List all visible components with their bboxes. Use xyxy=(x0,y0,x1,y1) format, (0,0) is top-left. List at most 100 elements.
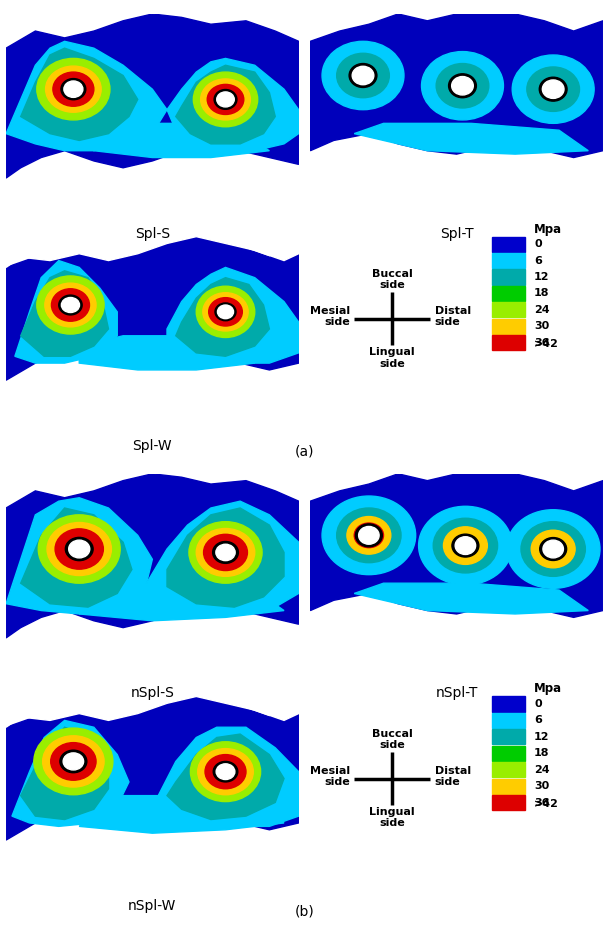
Ellipse shape xyxy=(347,517,391,554)
Bar xyxy=(491,795,526,810)
Text: Spl-T: Spl-T xyxy=(440,226,473,240)
Polygon shape xyxy=(21,48,138,141)
Ellipse shape xyxy=(37,59,110,120)
Ellipse shape xyxy=(217,92,234,107)
Text: 24: 24 xyxy=(534,764,550,775)
Text: Spl-S: Spl-S xyxy=(135,226,170,240)
Polygon shape xyxy=(6,14,298,178)
Ellipse shape xyxy=(452,534,479,557)
Ellipse shape xyxy=(216,763,235,779)
Ellipse shape xyxy=(337,508,401,562)
Text: >42: >42 xyxy=(534,799,559,809)
Ellipse shape xyxy=(359,526,379,545)
Polygon shape xyxy=(21,727,108,819)
Ellipse shape xyxy=(203,292,248,331)
Text: Mesial
side: Mesial side xyxy=(310,305,350,328)
Bar xyxy=(491,318,526,334)
Ellipse shape xyxy=(205,755,246,789)
Text: 30: 30 xyxy=(534,781,549,791)
Ellipse shape xyxy=(213,762,238,782)
Ellipse shape xyxy=(421,51,504,120)
Text: Mesial
side: Mesial side xyxy=(310,765,350,788)
Ellipse shape xyxy=(55,529,104,569)
Polygon shape xyxy=(167,508,284,607)
Bar xyxy=(491,335,526,350)
Polygon shape xyxy=(6,233,298,380)
Ellipse shape xyxy=(354,523,384,547)
Ellipse shape xyxy=(215,303,236,320)
Ellipse shape xyxy=(189,521,262,583)
Text: nSpl-W: nSpl-W xyxy=(128,898,177,912)
Ellipse shape xyxy=(47,522,111,575)
Ellipse shape xyxy=(352,66,374,85)
Polygon shape xyxy=(354,583,588,614)
Ellipse shape xyxy=(337,53,389,98)
Bar xyxy=(491,778,526,794)
Ellipse shape xyxy=(540,77,567,101)
Text: 6: 6 xyxy=(534,256,542,265)
Ellipse shape xyxy=(506,509,600,588)
Ellipse shape xyxy=(62,298,80,313)
Polygon shape xyxy=(354,124,588,155)
Polygon shape xyxy=(6,652,298,727)
Ellipse shape xyxy=(527,67,580,112)
Polygon shape xyxy=(79,336,255,370)
Ellipse shape xyxy=(61,78,86,100)
Polygon shape xyxy=(176,277,269,357)
Polygon shape xyxy=(15,261,118,363)
Ellipse shape xyxy=(63,753,83,770)
Text: (a): (a) xyxy=(295,444,314,458)
Polygon shape xyxy=(6,693,298,840)
Text: Mpa: Mpa xyxy=(534,223,562,236)
Ellipse shape xyxy=(65,537,93,560)
Bar xyxy=(491,729,526,745)
Ellipse shape xyxy=(51,289,90,321)
Ellipse shape xyxy=(38,515,120,583)
Bar xyxy=(491,762,526,777)
Polygon shape xyxy=(158,727,298,827)
Bar xyxy=(491,286,526,301)
Text: nSpl-T: nSpl-T xyxy=(435,686,478,700)
Ellipse shape xyxy=(214,89,237,109)
Text: 24: 24 xyxy=(534,304,550,315)
Ellipse shape xyxy=(213,542,238,563)
Text: Buccal
side: Buccal side xyxy=(372,269,413,290)
Polygon shape xyxy=(6,41,167,151)
Ellipse shape xyxy=(37,276,104,334)
Text: 12: 12 xyxy=(534,732,550,742)
Ellipse shape xyxy=(191,742,261,802)
Ellipse shape xyxy=(209,298,242,326)
Text: 36: 36 xyxy=(534,338,550,347)
Polygon shape xyxy=(6,474,298,638)
Bar xyxy=(491,253,526,268)
Ellipse shape xyxy=(196,529,255,576)
Ellipse shape xyxy=(217,305,234,318)
Ellipse shape xyxy=(51,743,96,780)
Ellipse shape xyxy=(436,63,489,108)
Ellipse shape xyxy=(53,72,94,106)
Ellipse shape xyxy=(200,79,250,120)
Ellipse shape xyxy=(58,295,82,315)
Text: Lingual
side: Lingual side xyxy=(370,807,415,829)
Polygon shape xyxy=(21,508,132,607)
Ellipse shape xyxy=(449,74,476,98)
Ellipse shape xyxy=(64,81,83,98)
Text: 0: 0 xyxy=(534,239,542,250)
Polygon shape xyxy=(79,583,284,621)
Bar xyxy=(491,746,526,761)
Text: 18: 18 xyxy=(534,289,550,299)
Text: Lingual
side: Lingual side xyxy=(370,347,415,369)
Polygon shape xyxy=(176,65,275,144)
Text: >42: >42 xyxy=(534,339,559,349)
Text: 0: 0 xyxy=(534,699,542,709)
Text: Buccal
side: Buccal side xyxy=(372,729,413,750)
Bar xyxy=(491,713,526,728)
Bar xyxy=(491,269,526,285)
Ellipse shape xyxy=(418,506,512,585)
Ellipse shape xyxy=(45,283,96,327)
Polygon shape xyxy=(79,796,284,833)
Ellipse shape xyxy=(356,524,382,546)
Bar xyxy=(491,303,526,317)
Ellipse shape xyxy=(531,531,575,568)
Polygon shape xyxy=(147,501,298,611)
